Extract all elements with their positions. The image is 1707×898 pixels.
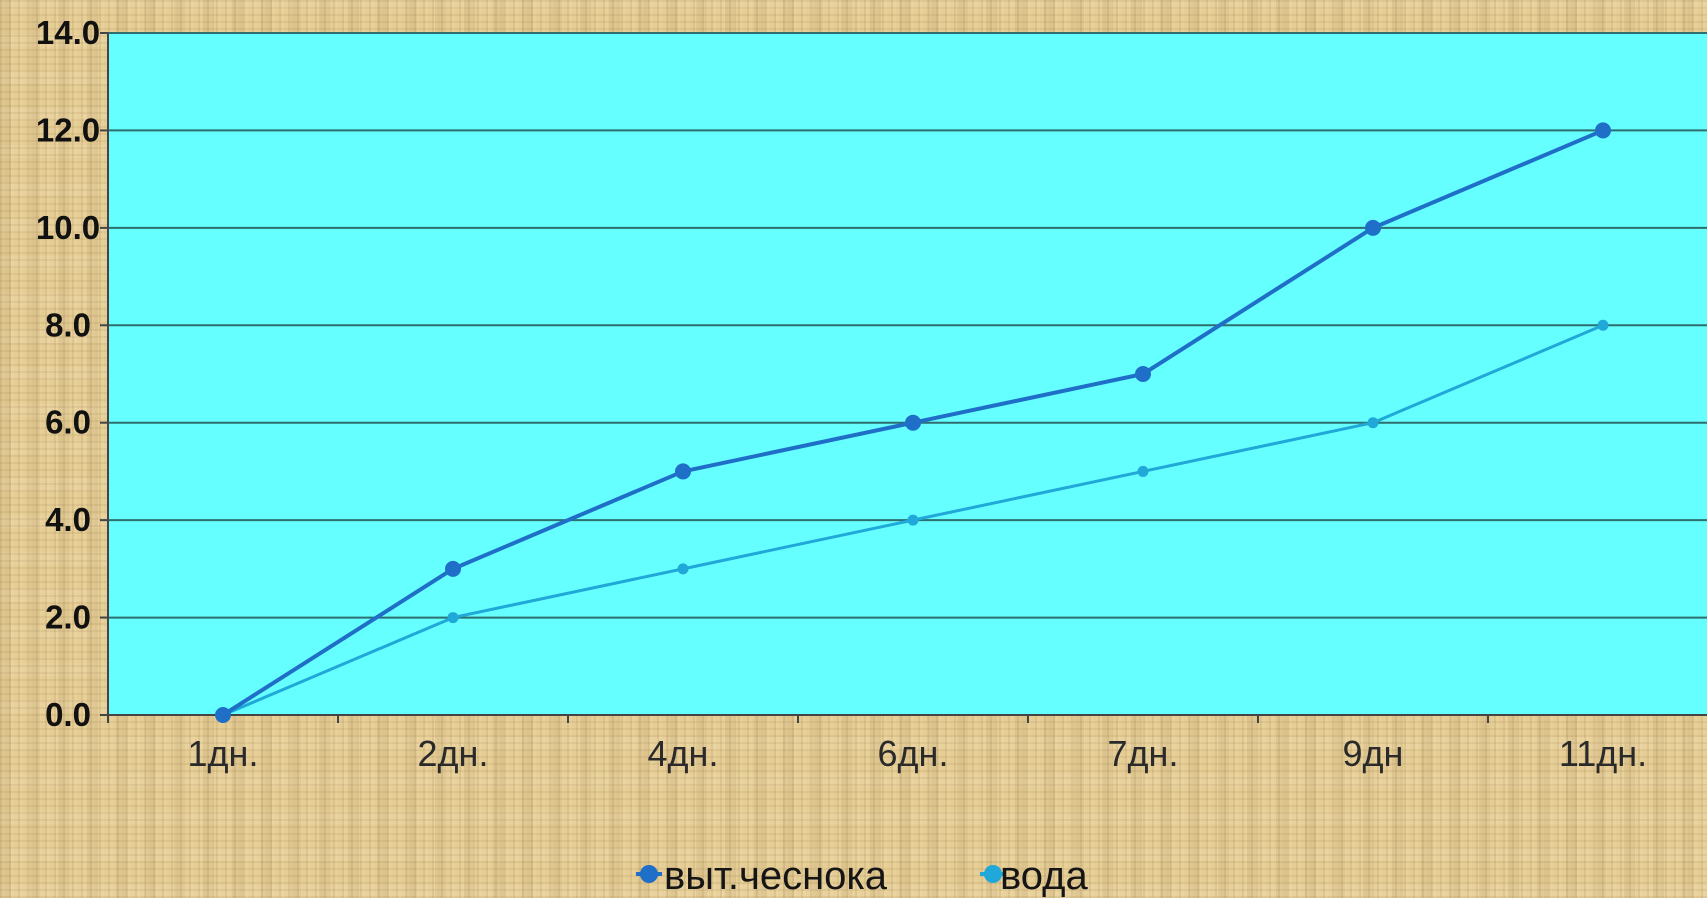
x-tick-label: 1дн. [188, 733, 259, 774]
data-point [215, 707, 231, 723]
y-tick-label: 0.0 [45, 696, 91, 733]
x-tick-label: 7дн. [1108, 733, 1179, 774]
y-tick-label: 2.0 [45, 599, 91, 636]
y-tick-label: 6.0 [45, 404, 91, 441]
x-tick-label: 6дн. [878, 733, 949, 774]
y-tick-label: 14.0 [36, 14, 100, 51]
data-point [1595, 122, 1611, 139]
legend-label: выт.чеснока [664, 854, 888, 898]
data-point [447, 612, 459, 624]
data-point [1597, 319, 1609, 331]
x-tick-label: 11дн. [1559, 733, 1647, 774]
data-point [1135, 366, 1151, 382]
plot-area [108, 33, 1707, 715]
legend: выт.чеснока вода [636, 854, 1089, 898]
data-point [1137, 465, 1149, 477]
series-layer [215, 122, 1611, 723]
data-point [677, 563, 689, 575]
x-tick-label: 9дн [1343, 733, 1404, 774]
data-point [675, 463, 691, 480]
x-axis-ticks: 1дн. 2дн. 4дн. 6дн. 7дн. 9дн 11дн. [107, 715, 1647, 774]
x-tick-label: 4дн. [648, 733, 719, 774]
legend-marker [640, 865, 658, 883]
y-tick-label: 10.0 [36, 209, 100, 246]
data-point [1367, 417, 1379, 429]
x-tick-label: 2дн. [418, 733, 489, 774]
legend-label: вода [1000, 854, 1089, 898]
y-axis-ticks: 0.0 2.0 4.0 6.0 8.0 10.0 12.0 14.0 [36, 14, 108, 733]
data-point [1365, 219, 1381, 236]
y-tick-label: 8.0 [45, 306, 91, 343]
data-point [905, 414, 921, 431]
y-tick-label: 12.0 [36, 111, 100, 148]
legend-marker [984, 865, 1002, 883]
data-point [445, 560, 461, 577]
y-tick-label: 4.0 [45, 501, 91, 538]
data-point [907, 514, 919, 526]
